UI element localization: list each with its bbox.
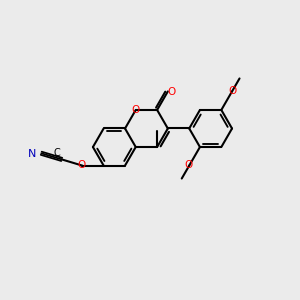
Text: N: N xyxy=(28,149,36,159)
Text: C: C xyxy=(53,148,60,158)
Text: O: O xyxy=(229,86,237,96)
Text: O: O xyxy=(78,160,86,170)
Text: O: O xyxy=(132,105,140,115)
Text: O: O xyxy=(184,160,193,170)
Text: O: O xyxy=(168,87,176,97)
